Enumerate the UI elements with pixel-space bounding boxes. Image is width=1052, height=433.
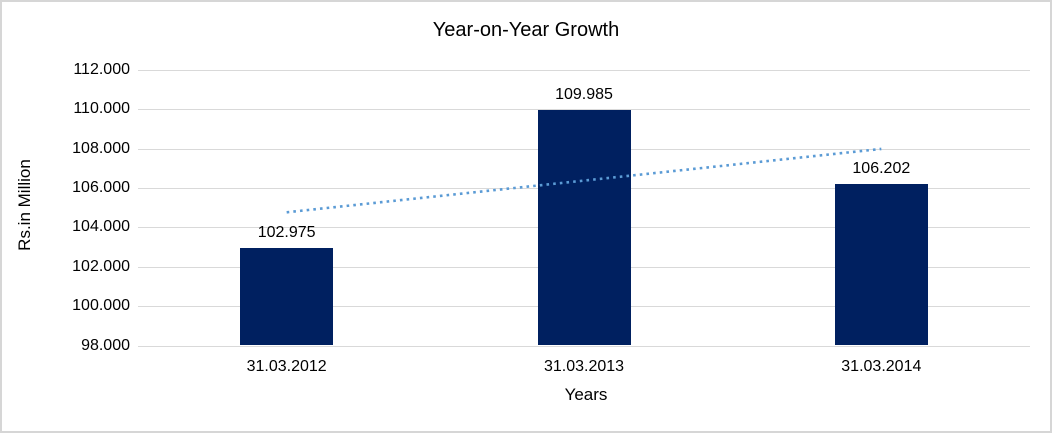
y-tick-label: 102.000 [72, 257, 130, 275]
data-label: 106.202 [852, 160, 911, 178]
y-tick-label: 106.000 [72, 179, 130, 197]
y-axis-title: Rs.in Million [15, 159, 34, 251]
y-tick-label: 108.000 [72, 139, 130, 157]
bar [834, 184, 928, 346]
bar [537, 109, 631, 346]
bar [240, 247, 334, 346]
x-tick-label: 31.03.2014 [841, 358, 922, 375]
gridline [138, 345, 1030, 347]
y-tick-label: 110.000 [73, 100, 130, 118]
chart-title: Year-on-Year Growth [432, 19, 620, 41]
gridline [138, 70, 1030, 71]
x-tick-label: 31.03.2012 [246, 358, 327, 375]
y-tick-label: 98.000 [81, 336, 130, 354]
data-label: 102.975 [257, 223, 316, 241]
y-tick-label: 100.000 [72, 297, 130, 315]
data-label: 109.985 [555, 85, 613, 103]
x-axis-title: Years [564, 385, 608, 404]
y-tick-label: 112.000 [73, 61, 130, 78]
y-tick-label: 104.000 [72, 218, 130, 236]
x-tick-label: 31.03.2013 [543, 358, 625, 375]
